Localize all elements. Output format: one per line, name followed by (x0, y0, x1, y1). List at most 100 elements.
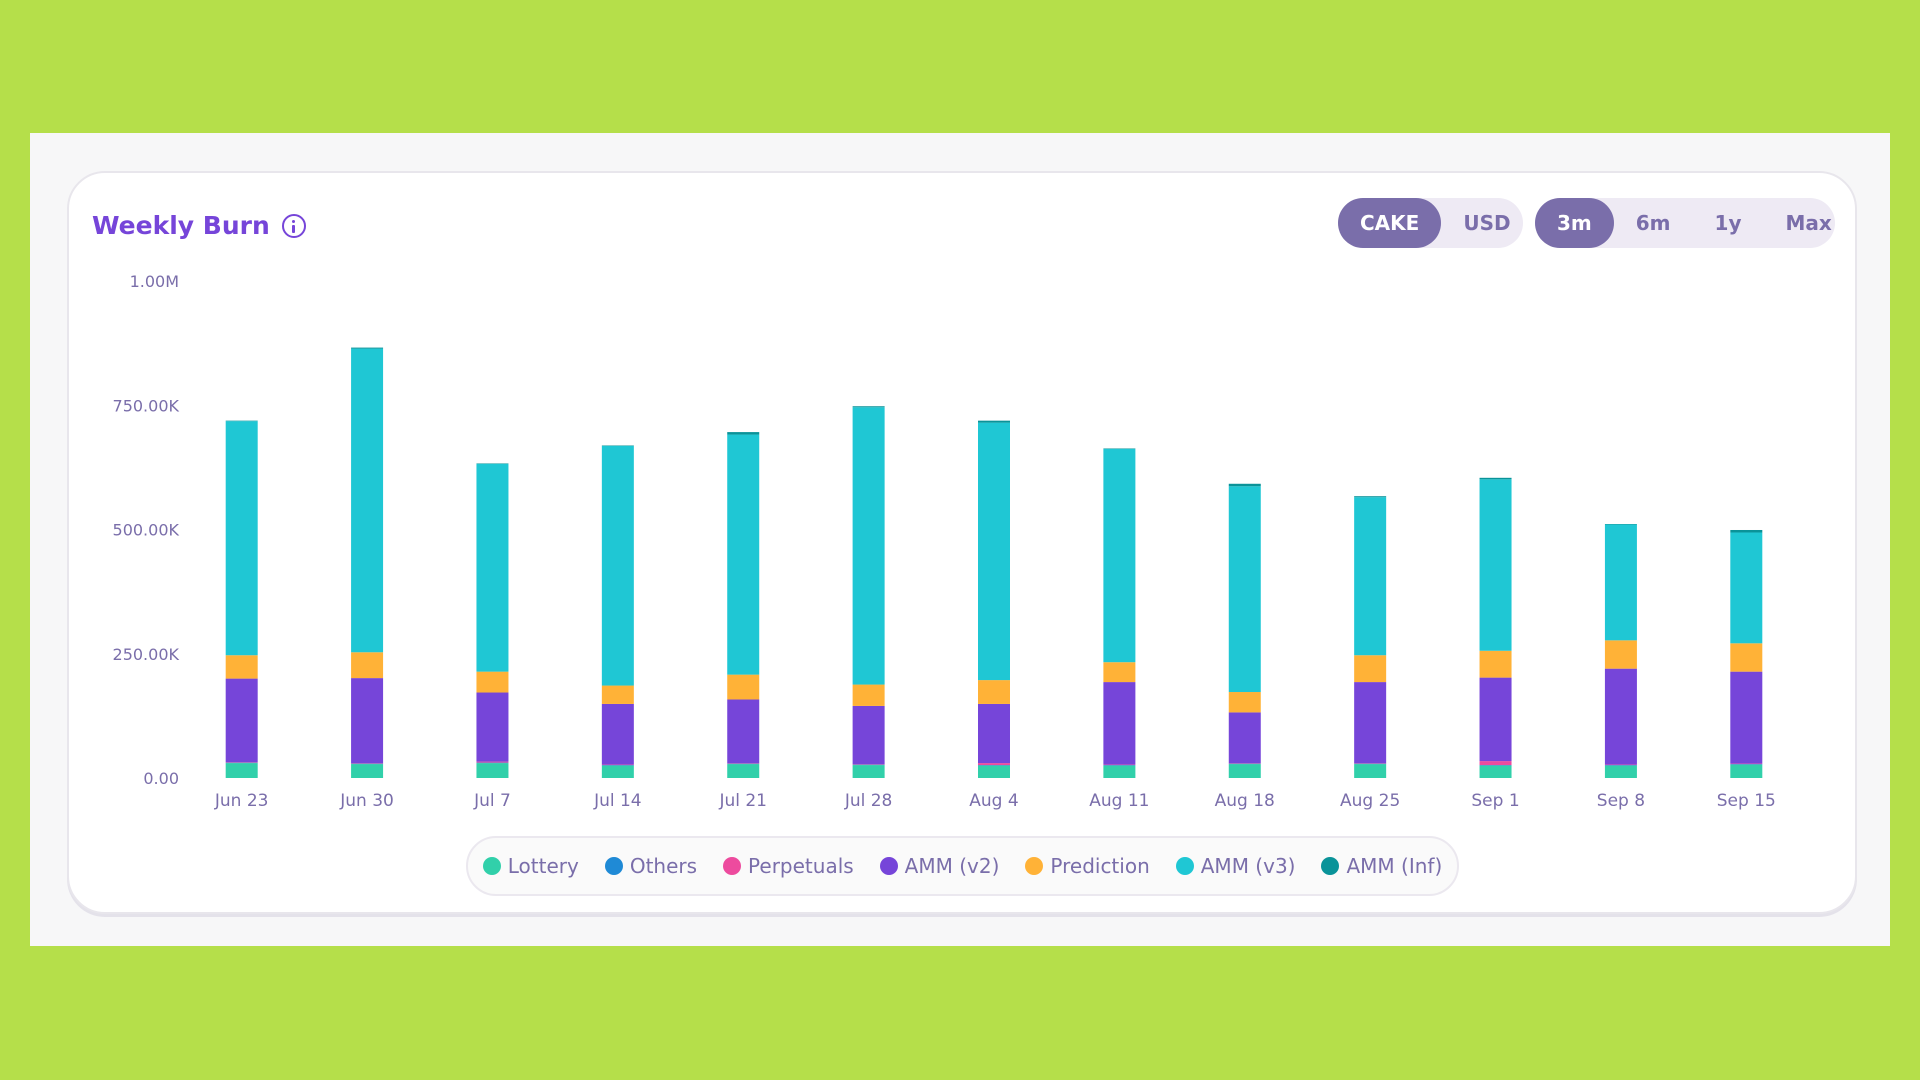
legend-label: AMM (Inf) (1346, 854, 1443, 878)
bar-segment-lottery[interactable] (1103, 765, 1136, 778)
range-option-3m[interactable]: 3m (1535, 198, 1614, 248)
bar-segment-amm-v2[interactable] (476, 692, 509, 762)
bar-segment-lottery[interactable] (476, 763, 509, 778)
bar-segment-amm-inf[interactable] (1479, 477, 1512, 480)
bar-segment-amm-v2[interactable] (727, 699, 760, 764)
bar-segment-amm-v3[interactable] (1228, 486, 1261, 693)
bar-stack-sep-15[interactable] (1730, 529, 1763, 778)
bar-segment-amm-v2[interactable] (1479, 677, 1512, 762)
legend-item-perpetuals[interactable]: Perpetuals (723, 854, 854, 878)
bar-segment-amm-v3[interactable] (852, 407, 885, 685)
bar-segment-amm-v2[interactable] (225, 678, 258, 763)
y-tick-label: 750.00K (113, 396, 180, 415)
bar-segment-lottery[interactable] (601, 765, 634, 778)
bar-segment-perpetuals[interactable] (476, 761, 509, 763)
bar-segment-amm-inf[interactable] (351, 347, 384, 349)
bar-stack-aug-18[interactable] (1228, 483, 1261, 778)
bar-stack-jul-28[interactable] (852, 406, 885, 778)
bar-segment-prediction[interactable] (1604, 640, 1637, 669)
bar-segment-amm-v2[interactable] (1103, 682, 1136, 765)
bar-segment-prediction[interactable] (727, 674, 760, 700)
bar-segment-amm-v2[interactable] (852, 705, 885, 765)
bar-segment-prediction[interactable] (225, 655, 258, 679)
bar-segment-lottery[interactable] (351, 764, 384, 778)
bar-segment-amm-v3[interactable] (476, 463, 509, 672)
bar-stack-aug-4[interactable] (978, 420, 1010, 778)
bar-segment-amm-v3[interactable] (601, 446, 634, 686)
bar-segment-amm-v3[interactable] (1730, 532, 1763, 644)
bar-segment-lottery[interactable] (1228, 764, 1261, 778)
bar-segment-amm-v2[interactable] (1354, 682, 1387, 764)
currency-option-cake[interactable]: CAKE (1338, 198, 1442, 248)
legend-swatch (604, 857, 623, 875)
bar-segment-amm-v3[interactable] (1354, 497, 1387, 656)
bar-stack-aug-25[interactable] (1354, 496, 1387, 778)
bar-stack-jul-21[interactable] (727, 432, 760, 778)
bar-segment-amm-inf[interactable] (978, 420, 1010, 423)
bar-segment-amm-v2[interactable] (978, 703, 1010, 764)
bar-segment-amm-v3[interactable] (1604, 524, 1637, 641)
bar-segment-lottery[interactable] (978, 765, 1010, 778)
info-icon[interactable] (281, 213, 306, 238)
y-tick-label: 250.00K (113, 645, 180, 664)
bar-segment-amm-v3[interactable] (727, 434, 760, 675)
bar-segment-amm-v2[interactable] (1228, 712, 1261, 764)
bar-segment-amm-v2[interactable] (351, 678, 384, 764)
bar-segment-amm-v3[interactable] (351, 348, 384, 653)
bar-segment-amm-v2[interactable] (1730, 671, 1763, 764)
bar-stack-sep-8[interactable] (1604, 524, 1637, 778)
bar-stack-sep-1[interactable] (1479, 477, 1512, 778)
bar-segment-amm-inf[interactable] (1228, 483, 1261, 487)
bar-segment-lottery[interactable] (852, 765, 885, 778)
bar-segment-prediction[interactable] (1228, 692, 1261, 713)
bar-segment-amm-inf[interactable] (1354, 496, 1387, 498)
x-tick-label: Aug 18 (1215, 791, 1275, 811)
bar-segment-amm-v3[interactable] (225, 421, 258, 656)
legend-item-amm-v2[interactable]: AMM (v2) (879, 854, 1000, 878)
bar-segment-amm-v3[interactable] (978, 422, 1010, 681)
legend-item-others[interactable]: Others (604, 854, 697, 878)
legend-item-amm-inf[interactable]: AMM (Inf) (1321, 854, 1442, 878)
legend-item-lottery[interactable]: Lottery (482, 854, 579, 878)
bar-stack-aug-11[interactable] (1103, 448, 1136, 778)
bar-segment-prediction[interactable] (476, 671, 509, 693)
bar-segment-amm-inf[interactable] (852, 406, 885, 408)
bar-segment-prediction[interactable] (351, 652, 384, 679)
bar-segment-amm-v3[interactable] (1479, 479, 1512, 651)
bar-segment-amm-v2[interactable] (601, 703, 634, 765)
legend-item-prediction[interactable]: Prediction (1025, 854, 1150, 878)
bar-segment-lottery[interactable] (1604, 765, 1637, 778)
bar-segment-prediction[interactable] (852, 684, 885, 706)
bar-segment-amm-inf[interactable] (727, 432, 760, 435)
range-option-6m[interactable]: 6m (1635, 211, 1671, 235)
bar-segment-amm-v2[interactable] (1604, 668, 1637, 765)
bar-segment-prediction[interactable] (601, 685, 634, 704)
legend-label: Prediction (1050, 854, 1150, 878)
bar-segment-amm-inf[interactable] (1730, 529, 1763, 533)
bar-segment-lottery[interactable] (225, 763, 258, 778)
bar-segment-prediction[interactable] (1730, 643, 1763, 672)
bar-segment-lottery[interactable] (1354, 764, 1387, 778)
bar-stack-jun-23[interactable] (225, 420, 258, 778)
weekly-burn-chart: 0.00 250.00K 500.00K 750.00K 1.00M Jun 23 Jun … (113, 272, 1776, 811)
bar-segment-amm-v3[interactable] (1103, 448, 1136, 663)
bar-segment-prediction[interactable] (1103, 662, 1136, 683)
bar-segment-prediction[interactable] (978, 680, 1010, 704)
bar-segment-perpetuals[interactable] (1479, 761, 1512, 766)
currency-toggle: CAKE USD (1338, 198, 1523, 248)
range-option-1y[interactable]: 1y (1714, 211, 1742, 235)
legend-item-amm-v3[interactable]: AMM (v3) (1175, 854, 1295, 878)
bar-segment-prediction[interactable] (1479, 650, 1512, 678)
bar-stack-jul-7[interactable] (476, 463, 509, 778)
bar-segment-lottery[interactable] (1730, 764, 1763, 778)
legend-swatch (1025, 857, 1044, 875)
currency-option-usd[interactable]: USD (1463, 211, 1511, 235)
bar-segment-lottery[interactable] (727, 764, 760, 778)
bar-segment-prediction[interactable] (1354, 655, 1387, 683)
range-option-max[interactable]: Max (1785, 211, 1832, 235)
legend-label: AMM (v2) (904, 854, 1000, 878)
bar-segment-perpetuals[interactable] (978, 763, 1010, 766)
bar-segment-lottery[interactable] (1479, 765, 1512, 778)
bar-stack-jul-14[interactable] (601, 445, 634, 778)
bar-stack-jun-30[interactable] (351, 347, 384, 778)
